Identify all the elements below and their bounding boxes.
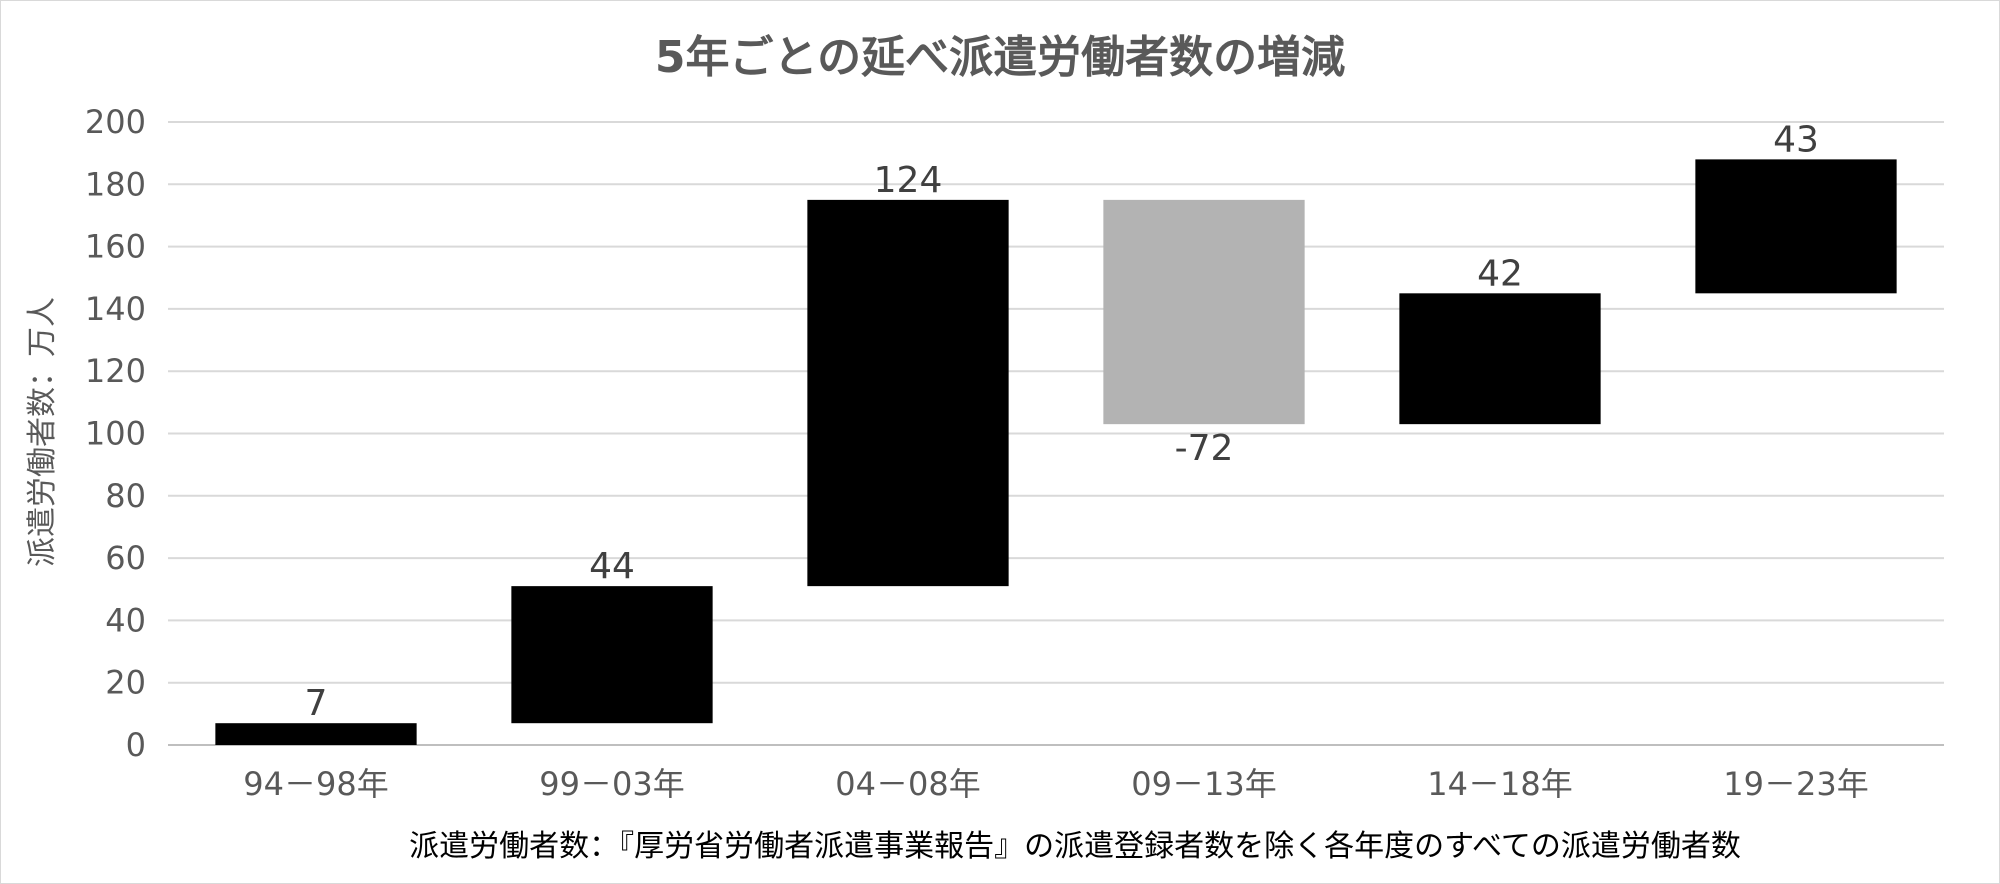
bar-0 bbox=[215, 723, 417, 745]
x-tick-label-3: 09－13年 bbox=[1131, 765, 1276, 803]
data-label-1: 44 bbox=[589, 546, 635, 587]
bars bbox=[215, 159, 1897, 745]
bar-1 bbox=[511, 586, 713, 724]
y-tick-label: 160 bbox=[85, 228, 146, 266]
data-label-2: 124 bbox=[874, 160, 943, 201]
y-tick-label: 20 bbox=[105, 664, 146, 702]
x-tick-labels: 94－98年 99－03年 04－08年 09－13年 14－18年 19－23年 bbox=[243, 765, 1868, 803]
x-tick-label-1: 99－03年 bbox=[539, 765, 684, 803]
y-tick-label: 80 bbox=[105, 477, 146, 515]
chart-title: 5年ごとの延べ派遣労働者数の増減 bbox=[655, 32, 1345, 83]
y-tick-label: 40 bbox=[105, 601, 146, 639]
bar-3 bbox=[1103, 199, 1305, 425]
x-tick-label-5: 19－23年 bbox=[1723, 765, 1868, 803]
data-label-4: 42 bbox=[1477, 253, 1523, 294]
x-tick-label-0: 94－98年 bbox=[243, 765, 388, 803]
data-label-0: 7 bbox=[305, 683, 328, 724]
data-labels: 7 44 124 -72 42 43 bbox=[305, 119, 1819, 724]
y-tick-label: 140 bbox=[85, 290, 146, 328]
y-tick-label: 180 bbox=[85, 165, 146, 203]
grid-lines bbox=[168, 121, 1944, 746]
y-tick-labels: 0 20 40 60 80 100 120 140 160 180 200 bbox=[85, 103, 146, 764]
y-tick-label: 0 bbox=[126, 726, 146, 764]
y-tick-label: 120 bbox=[85, 352, 146, 390]
y-tick-label: 60 bbox=[105, 539, 146, 577]
y-tick-label: 100 bbox=[85, 415, 146, 453]
bar-5 bbox=[1695, 159, 1897, 294]
source-note: 派遣労働者数：『厚労省労働者派遣事業報告』の派遣登録者数を除く各年度のすべての派… bbox=[409, 829, 1741, 864]
data-label-3: -72 bbox=[1175, 428, 1234, 469]
data-label-5: 43 bbox=[1773, 119, 1819, 160]
y-tick-label: 200 bbox=[85, 103, 146, 141]
x-tick-label-4: 14－18年 bbox=[1427, 765, 1572, 803]
y-axis-label: 派遣労働者数：万人 bbox=[25, 297, 60, 567]
bar-4 bbox=[1399, 293, 1601, 425]
bar-2 bbox=[807, 199, 1009, 587]
x-tick-label-2: 04－08年 bbox=[835, 765, 980, 803]
